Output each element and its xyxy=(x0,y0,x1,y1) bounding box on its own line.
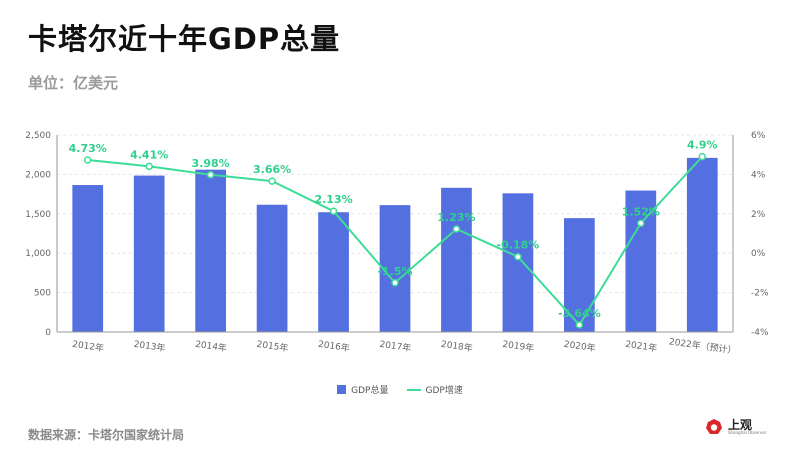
gdp-bar xyxy=(318,212,349,332)
growth-point xyxy=(452,225,461,233)
growth-data-label: 4.73% xyxy=(69,142,107,155)
right-tick-label: 0% xyxy=(751,249,766,259)
chart-title: 卡塔尔近十年GDP总量 xyxy=(28,22,341,56)
left-tick-label: 0 xyxy=(45,328,51,338)
growth-data-label: 1.23% xyxy=(437,211,475,224)
growth-data-label: 2.13% xyxy=(314,193,352,206)
right-axis: -4% -2% 0% 2% 4% 6% xyxy=(732,131,769,338)
publisher-logo: 上观 Shanghai Observer xyxy=(705,418,766,436)
growth-data-label: -0.18% xyxy=(497,239,540,252)
growth-data-label: 1.52% xyxy=(622,205,660,218)
data-source: 数据来源：卡塔尔国家统计局 xyxy=(28,428,185,442)
growth-point xyxy=(575,321,584,329)
legend-bar-swatch xyxy=(337,385,347,394)
gdp-bar xyxy=(441,187,472,332)
x-tick-label: 2019年 xyxy=(502,338,535,354)
x-tick-label: 2022年（预计） xyxy=(668,335,737,356)
x-axis: 2012年 2013年 2014年 2015年 2016年 2017年 2018年 2019年… xyxy=(57,331,737,357)
logo-text: 上观 xyxy=(728,418,753,432)
growth-point xyxy=(329,207,338,215)
right-tick-label: -2% xyxy=(751,289,769,299)
growth-data-label: 3.66% xyxy=(253,163,291,176)
gdp-bar xyxy=(133,175,165,332)
left-tick-label: 1,500 xyxy=(25,210,51,220)
gdp-bar xyxy=(686,157,718,332)
growth-point xyxy=(514,252,522,261)
left-axis: 0 500 1,000 1,500 2,000 2,500 xyxy=(25,131,58,338)
x-tick-label: 2021年 xyxy=(625,338,658,354)
x-tick-label: 2020年 xyxy=(563,338,596,354)
right-tick-label: 2% xyxy=(751,210,766,220)
x-tick-label: 2018年 xyxy=(440,338,473,354)
gdp-bar xyxy=(195,169,226,332)
x-tick-label: 2016年 xyxy=(317,338,350,354)
gdp-bar xyxy=(502,193,534,332)
left-tick-label: 2,500 xyxy=(25,131,51,141)
right-tick-label: 4% xyxy=(751,170,766,180)
legend-item-growth[interactable]: GDP增速 xyxy=(406,383,463,396)
legend-item-gdp[interactable]: GDP总量 xyxy=(337,383,389,396)
growth-data-label: 3.98% xyxy=(192,157,230,170)
left-tick-label: 2,000 xyxy=(25,170,51,180)
x-tick-label: 2015年 xyxy=(256,338,289,354)
growth-point xyxy=(268,177,276,185)
x-tick-label: 2013年 xyxy=(133,338,166,354)
left-tick-label: 1,000 xyxy=(25,249,51,259)
gdp-bar xyxy=(625,190,657,332)
growth-data-label: 4.9% xyxy=(687,139,718,152)
growth-point xyxy=(698,152,707,161)
legend-line-swatch xyxy=(406,388,421,391)
gdp-bar xyxy=(379,205,411,332)
right-tick-label: -4% xyxy=(751,328,769,338)
growth-point xyxy=(391,279,399,287)
right-tick-label: 6% xyxy=(751,131,766,141)
shanghai-observer-logo-icon xyxy=(706,419,722,434)
growth-line xyxy=(83,152,707,329)
legend: GDP总量 GDP增速 xyxy=(0,383,800,396)
legend-label-growth: GDP增速 xyxy=(425,386,463,396)
growth-point xyxy=(145,162,153,171)
growth-data-label: -1.5% xyxy=(377,265,412,278)
growth-data-label: 4.41% xyxy=(130,148,168,161)
legend-label-gdp: GDP总量 xyxy=(351,386,389,396)
growth-point xyxy=(83,156,92,164)
x-tick-label: 2014年 xyxy=(194,338,227,354)
x-tick-label: 2017年 xyxy=(379,338,412,354)
left-tick-label: 500 xyxy=(34,289,51,299)
gdp-bars xyxy=(72,157,718,332)
unit-subtitle: 单位：亿美元 xyxy=(28,74,119,92)
x-tick-label: 2012年 xyxy=(72,338,105,354)
logo-subtext: Shanghai Observer xyxy=(728,430,767,435)
gdp-bar xyxy=(72,185,104,332)
growth-point xyxy=(637,219,645,228)
growth-point xyxy=(206,171,215,179)
growth-data-label: -3.64% xyxy=(558,307,601,320)
gdp-bar xyxy=(256,204,288,332)
growth-labels: 4.73% 4.41% 3.98% 3.66% 2.13% -1.5% 1.23% -0.18… xyxy=(69,139,718,320)
